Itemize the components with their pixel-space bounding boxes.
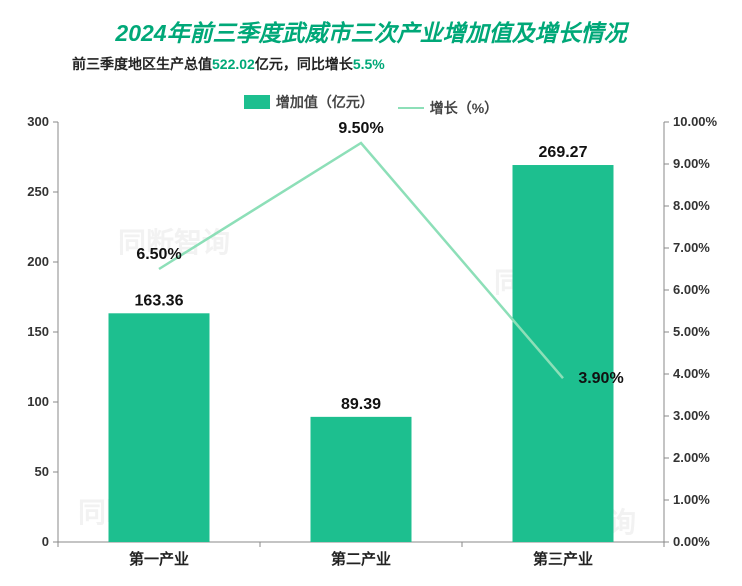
y-right-tick-label: 6.00% bbox=[673, 282, 710, 297]
subtitle-prefix: 前三季度地区生产总值 bbox=[72, 56, 212, 72]
chart-subtitle: 前三季度地区生产总值522.02亿元，同比增长5.5% bbox=[72, 54, 742, 74]
bar-value-label: 89.39 bbox=[341, 396, 381, 413]
y-right-tick-label: 5.00% bbox=[673, 324, 710, 339]
y-right-tick-label: 8.00% bbox=[673, 198, 710, 213]
y-right-tick-label: 0.00% bbox=[673, 534, 710, 549]
y-left-tick-label: 300 bbox=[27, 114, 49, 129]
y-right-tick-label: 2.00% bbox=[673, 450, 710, 465]
x-category-label: 第二产业 bbox=[331, 550, 391, 568]
y-left-tick-label: 100 bbox=[27, 394, 49, 409]
chart-svg: 同断智询同断智询同断智询同断智询0501001502002503000.00%1… bbox=[0, 112, 742, 578]
legend-item-bar: 增加值（亿元） bbox=[244, 92, 374, 112]
chart-area: 同断智询同断智询同断智询同断智询0501001502002503000.00%1… bbox=[0, 112, 742, 586]
growth-line bbox=[159, 143, 563, 378]
y-right-tick-label: 7.00% bbox=[673, 240, 710, 255]
y-left-tick-label: 250 bbox=[27, 184, 49, 199]
legend-bar-label: 增加值（亿元） bbox=[276, 92, 374, 112]
line-value-label: 9.50% bbox=[338, 120, 383, 137]
y-right-tick-label: 10.00% bbox=[673, 114, 718, 129]
x-category-label: 第一产业 bbox=[129, 550, 189, 568]
line-value-label: 6.50% bbox=[136, 246, 181, 263]
bar bbox=[311, 417, 412, 542]
y-left-tick-label: 50 bbox=[35, 464, 49, 479]
subtitle-value-1: 522.02 bbox=[212, 56, 255, 72]
bar-value-label: 269.27 bbox=[539, 144, 588, 161]
y-right-tick-label: 3.00% bbox=[673, 408, 710, 423]
y-right-tick-label: 4.00% bbox=[673, 366, 710, 381]
subtitle-mid: 亿元，同比增长 bbox=[255, 56, 353, 72]
chart-title: 2024年前三季度武威市三次产业增加值及增长情况 bbox=[0, 0, 742, 54]
bar bbox=[109, 313, 210, 542]
x-category-label: 第三产业 bbox=[533, 550, 593, 568]
subtitle-value-2: 5.5% bbox=[353, 56, 385, 72]
line-value-label: 3.90% bbox=[578, 370, 623, 387]
y-left-tick-label: 200 bbox=[27, 254, 49, 269]
legend-swatch-line bbox=[398, 107, 424, 109]
y-right-tick-label: 1.00% bbox=[673, 492, 710, 507]
y-left-tick-label: 0 bbox=[42, 534, 49, 549]
bar-value-label: 163.36 bbox=[135, 292, 184, 309]
y-left-tick-label: 150 bbox=[27, 324, 49, 339]
bar bbox=[513, 165, 614, 542]
y-right-tick-label: 9.00% bbox=[673, 156, 710, 171]
legend-swatch-bar bbox=[244, 95, 270, 109]
